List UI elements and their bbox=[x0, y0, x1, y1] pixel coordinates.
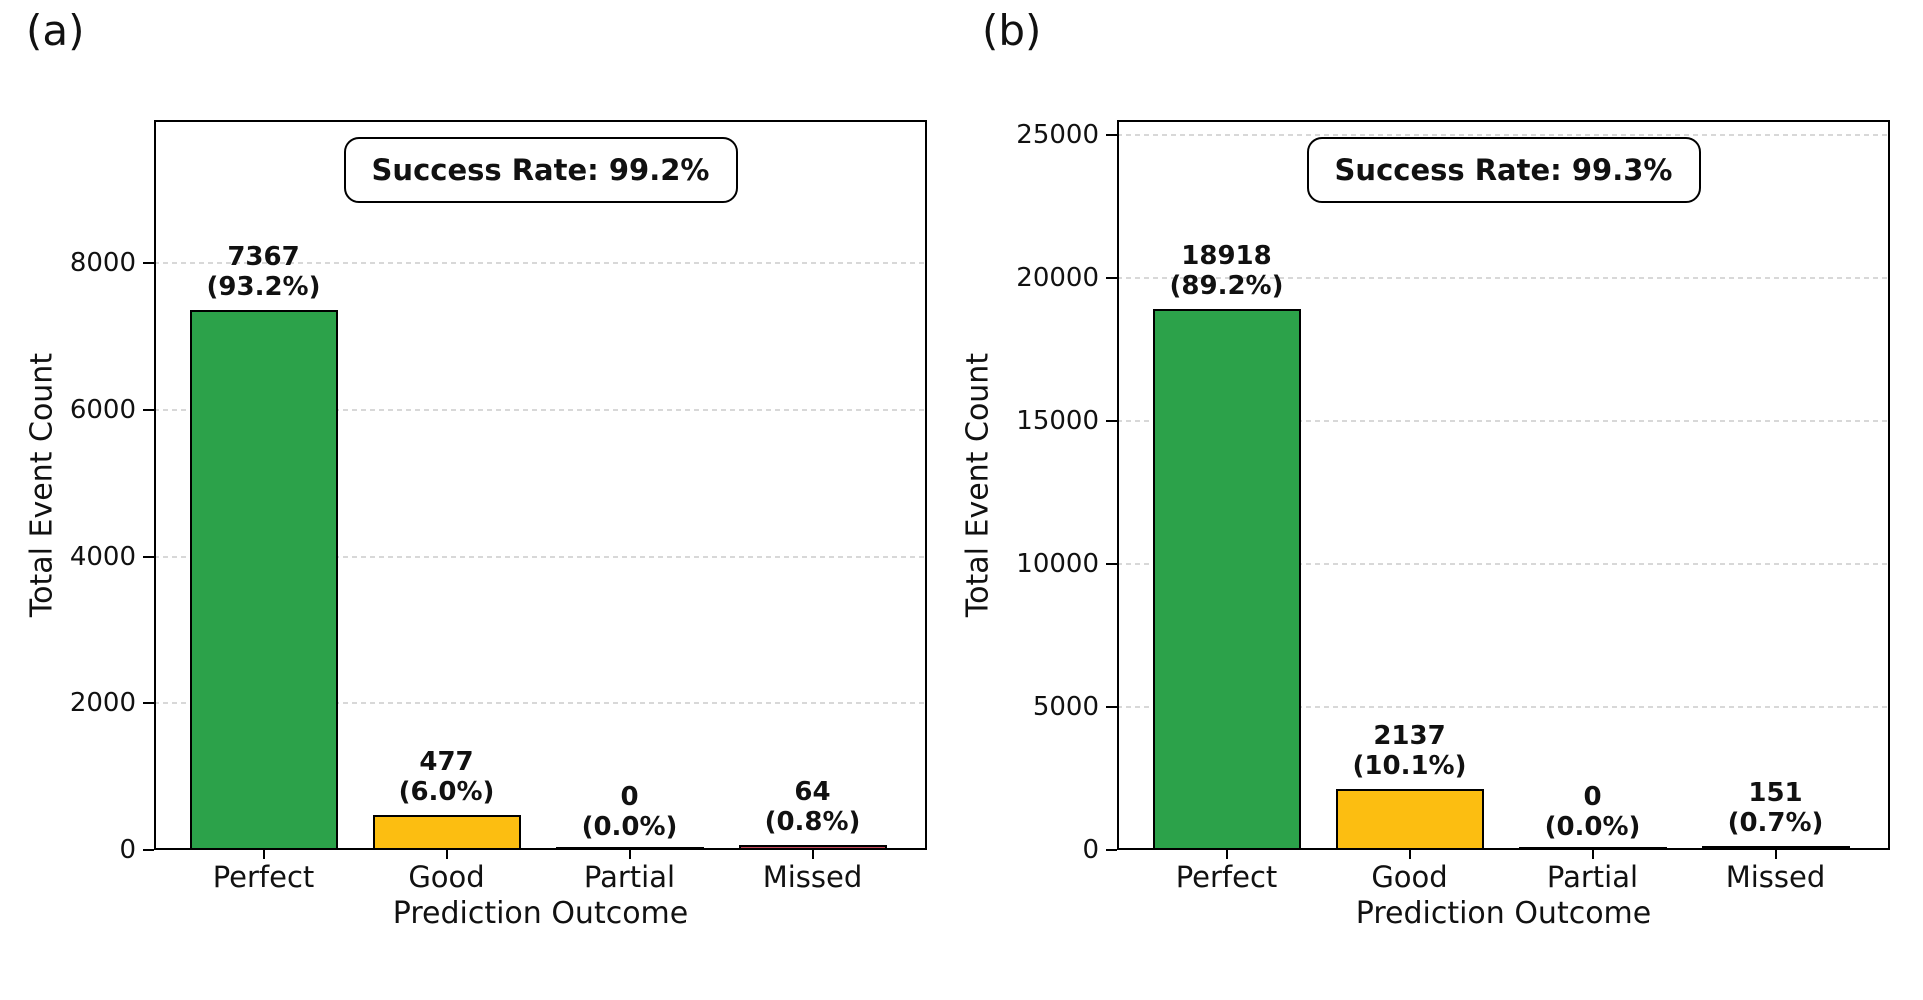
bar-percent-label: (6.0%) bbox=[398, 777, 495, 807]
success-rate-box-a: Success Rate: 99.2% bbox=[343, 137, 738, 203]
gridline-8000 bbox=[154, 262, 927, 265]
y-tick-mark bbox=[1106, 133, 1117, 136]
bar-good bbox=[372, 815, 521, 850]
bar-missed bbox=[738, 845, 887, 850]
y-tick-mark bbox=[143, 262, 154, 265]
gridline-2000 bbox=[154, 702, 927, 705]
bar-percent-label: (0.8%) bbox=[764, 807, 861, 838]
x-tick-label-missed: Missed bbox=[1725, 860, 1826, 894]
bar-partial bbox=[555, 847, 704, 850]
x-tick-mark bbox=[1225, 850, 1228, 859]
bar-percent-label: (10.1%) bbox=[1352, 750, 1467, 781]
y-tick-mark bbox=[143, 702, 154, 705]
y-tick-label: 2000 bbox=[69, 688, 136, 719]
y-axis-label: Total Event Count bbox=[24, 352, 60, 618]
x-tick-label-missed: Missed bbox=[762, 860, 863, 894]
y-tick-label: 6000 bbox=[69, 394, 136, 425]
bar-value-label: 0 (0.0%) bbox=[520, 782, 740, 842]
x-axis-label: Prediction Outcome bbox=[1355, 896, 1652, 931]
bar-value-label: 477 (6.0%) bbox=[337, 747, 557, 807]
bar-count-label: 0 bbox=[1583, 782, 1602, 812]
y-tick-mark bbox=[143, 849, 154, 851]
x-tick-mark bbox=[445, 850, 448, 859]
y-tick-label: 4000 bbox=[69, 541, 136, 572]
bar-count-label: 7367 bbox=[227, 241, 300, 272]
bar-value-label: 151 (0.7%) bbox=[1666, 778, 1886, 838]
x-tick-mark bbox=[262, 850, 265, 859]
bar-value-label: 64 (0.8%) bbox=[703, 777, 923, 837]
bar-count-label: 477 bbox=[419, 747, 474, 777]
x-tick-mark bbox=[1408, 850, 1411, 859]
bar-count-label: 64 bbox=[794, 777, 831, 808]
bar-percent-label: (0.7%) bbox=[1727, 807, 1824, 838]
bar-percent-label: (0.0%) bbox=[1544, 812, 1641, 842]
gridline-4000 bbox=[154, 555, 927, 558]
plot-area-b bbox=[1117, 120, 1890, 850]
plot-area-a bbox=[154, 120, 927, 850]
x-tick-label-good: Good bbox=[1371, 860, 1448, 894]
y-tick-label: 8000 bbox=[69, 248, 136, 279]
gridline-15000 bbox=[1117, 419, 1890, 422]
bar-percent-label: (89.2%) bbox=[1169, 270, 1284, 301]
bar-percent-label: (93.2%) bbox=[206, 271, 321, 302]
gridline-10000 bbox=[1117, 562, 1890, 565]
x-tick-label-good: Good bbox=[408, 860, 485, 894]
bar-value-label: 2137 (10.1%) bbox=[1300, 721, 1520, 781]
y-tick-mark bbox=[1106, 276, 1117, 279]
y-tick-label: 10000 bbox=[1016, 548, 1099, 579]
bar-perfect bbox=[189, 309, 338, 850]
x-tick-mark bbox=[628, 850, 631, 859]
bar-count-label: 2137 bbox=[1373, 720, 1446, 751]
bar-count-label: 18918 bbox=[1181, 240, 1272, 271]
y-tick-mark bbox=[143, 555, 154, 558]
bar-partial bbox=[1518, 847, 1667, 850]
y-tick-mark bbox=[1106, 562, 1117, 565]
y-tick-mark bbox=[1106, 419, 1117, 422]
x-tick-label-partial: Partial bbox=[583, 860, 676, 894]
y-tick-label: 0 bbox=[1082, 835, 1099, 865]
y-tick-label: 0 bbox=[119, 835, 136, 865]
bar-good bbox=[1335, 788, 1484, 850]
y-tick-mark bbox=[143, 408, 154, 411]
bar-count-label: 0 bbox=[620, 782, 639, 812]
y-tick-label: 20000 bbox=[1016, 262, 1099, 293]
bar-perfect bbox=[1152, 308, 1301, 850]
bar-value-label: 0 (0.0%) bbox=[1483, 782, 1703, 842]
bar-value-label: 18918 (89.2%) bbox=[1117, 241, 1337, 301]
gridline-25000 bbox=[1117, 133, 1890, 136]
x-tick-label-perfect: Perfect bbox=[212, 860, 315, 894]
panel-title-a: (a) bbox=[26, 6, 85, 55]
bar-value-label: 7367 (93.2%) bbox=[154, 242, 374, 302]
y-tick-label: 15000 bbox=[1016, 405, 1099, 436]
x-tick-mark bbox=[1774, 850, 1777, 859]
x-tick-mark bbox=[811, 850, 814, 859]
success-rate-box-b: Success Rate: 99.3% bbox=[1306, 137, 1701, 203]
y-tick-mark bbox=[1106, 849, 1117, 851]
bar-count-label: 151 bbox=[1748, 777, 1803, 808]
x-axis-label: Prediction Outcome bbox=[392, 896, 689, 931]
y-tick-label: 5000 bbox=[1032, 691, 1099, 722]
bar-missed bbox=[1701, 845, 1850, 850]
y-axis-label: Total Event Count bbox=[960, 352, 996, 618]
y-tick-label: 25000 bbox=[1016, 119, 1099, 150]
gridline-20000 bbox=[1117, 276, 1890, 279]
bar-percent-label: (0.0%) bbox=[581, 812, 678, 842]
gridline-5000 bbox=[1117, 705, 1890, 708]
y-tick-mark bbox=[1106, 705, 1117, 708]
gridline-6000 bbox=[154, 408, 927, 411]
panel-title-b: (b) bbox=[982, 6, 1042, 55]
x-tick-label-perfect: Perfect bbox=[1175, 860, 1278, 894]
x-tick-label-partial: Partial bbox=[1546, 860, 1639, 894]
x-tick-mark bbox=[1591, 850, 1594, 859]
